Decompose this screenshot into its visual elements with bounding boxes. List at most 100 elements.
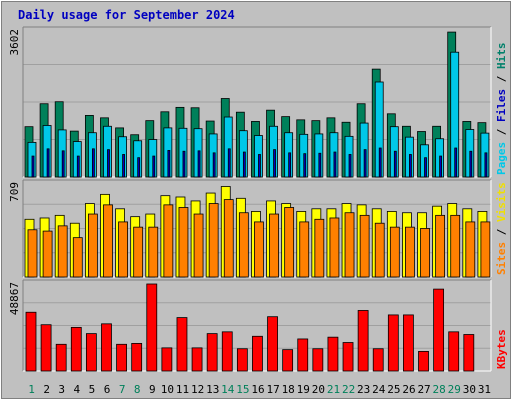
- bar-kbytes-day-17: [267, 316, 278, 372]
- bar-pages-day-22: [348, 154, 352, 178]
- bar-kbytes-day-18: [282, 349, 294, 372]
- y-max-label: 48867: [8, 282, 21, 315]
- legend-segment: Hits: [495, 43, 508, 70]
- x-tick-label: 8: [134, 383, 141, 396]
- panel-hits-files-pages: 3602 Pages / Files / Hits: [8, 26, 508, 178]
- series-pages: [31, 147, 488, 178]
- bar-kbytes-day-19: [297, 338, 309, 372]
- bar-pages-day-8: [137, 157, 141, 178]
- bar-kbytes-day-3: [55, 343, 67, 372]
- bar-sites-day-30: [465, 221, 476, 278]
- x-tick-label: 29: [448, 383, 461, 396]
- bar-kbytes-day-29: [448, 331, 460, 372]
- legend-segment: KBytes: [495, 329, 508, 369]
- bar-kbytes-day-6: [101, 323, 112, 372]
- bar-kbytes-day-16: [252, 335, 263, 372]
- panel-kbytes: 48867 KBytes: [8, 279, 508, 372]
- bar-sites-day-18: [284, 207, 295, 278]
- y-max-label: 3602: [8, 29, 21, 56]
- bar-pages-day-24: [378, 147, 382, 178]
- x-tick-label: 21: [327, 383, 340, 396]
- bar-kbytes-day-22: [342, 342, 354, 372]
- x-tick-label: 20: [312, 383, 325, 396]
- x-tick-label: 22: [342, 383, 355, 396]
- bar-kbytes-day-12: [191, 347, 203, 372]
- x-tick-label: 9: [149, 383, 156, 396]
- legend-segment: /: [495, 122, 508, 142]
- x-tick-label: 16: [251, 383, 264, 396]
- x-tick-label: 27: [417, 383, 430, 396]
- bar-pages-day-16: [258, 154, 261, 178]
- bar-sites-day-9: [148, 226, 159, 278]
- x-tick-label: 18: [282, 383, 295, 396]
- bar-sites-day-23: [359, 214, 370, 278]
- x-tick-label: 30: [463, 383, 476, 396]
- bar-kbytes-day-10: [161, 347, 173, 372]
- bar-pages-day-28: [439, 155, 443, 178]
- bar-pages-day-27: [424, 157, 427, 178]
- chart-panels: 3602 Pages / Files / Hits 709 Sites / Visit…: [8, 26, 508, 372]
- bar-pages-day-20: [318, 152, 322, 178]
- x-tick-label: 7: [119, 383, 126, 396]
- panel-visits-sites: 709 Sites / Visits: [8, 179, 508, 278]
- bar-kbytes-day-23: [357, 310, 369, 372]
- x-tick-label: 1: [28, 383, 35, 396]
- x-tick-label: 15: [236, 383, 249, 396]
- bar-sites-day-16: [254, 221, 264, 278]
- bar-pages-day-30: [469, 150, 473, 178]
- series-legend-label: Sites / Visits: [495, 182, 508, 275]
- bar-sites-day-19: [299, 221, 310, 278]
- x-tick-label: 14: [221, 383, 235, 396]
- x-tick-label: 3: [58, 383, 65, 396]
- bar-sites-day-7: [118, 221, 128, 278]
- bar-pages-day-17: [273, 149, 276, 178]
- bar-sites-day-4: [72, 237, 83, 278]
- bar-pages-day-2: [46, 148, 50, 178]
- bar-pages-day-6: [107, 149, 110, 178]
- bar-kbytes-day-21: [327, 336, 339, 372]
- x-tick-label: 11: [176, 383, 189, 396]
- bar-pages-day-12: [197, 150, 201, 178]
- x-tick-label: 31: [478, 383, 491, 396]
- legend-segment: Visits: [495, 182, 508, 222]
- bar-kbytes-day-27: [418, 351, 429, 372]
- bar-kbytes-day-28: [433, 288, 445, 372]
- bar-pages-day-23: [363, 149, 367, 178]
- x-tick-label: 2: [43, 383, 50, 396]
- bar-sites-day-31: [480, 221, 491, 278]
- bar-sites-day-17: [269, 213, 279, 278]
- bar-sites-day-21: [329, 217, 340, 278]
- bar-sites-day-14: [223, 199, 234, 278]
- bar-kbytes-day-14: [221, 331, 233, 372]
- bar-pages-day-21: [333, 151, 337, 178]
- x-tick-label: 10: [161, 383, 174, 396]
- bar-pages-day-29: [454, 147, 458, 178]
- bar-pages-day-7: [122, 154, 125, 178]
- bar-kbytes-day-1: [25, 311, 37, 372]
- bar-pages-day-26: [409, 154, 412, 178]
- bar-kbytes-day-30: [463, 334, 475, 372]
- series-legend-label: KBytes: [495, 329, 508, 369]
- bar-pages-day-13: [212, 152, 216, 178]
- bar-sites-day-3: [57, 225, 68, 278]
- bar-kbytes-day-9: [146, 283, 158, 372]
- bar-sites-day-13: [208, 203, 219, 278]
- x-axis-labels: 1 2 3 4 5 6 7 8 9 10 11 12 13 14 15 16 17 18 19 20 21 22 23 24 2…: [28, 383, 491, 396]
- bar-sites-day-1: [27, 229, 38, 278]
- legend-segment: Pages: [495, 142, 508, 175]
- y-max-label: 709: [8, 182, 21, 202]
- x-tick-label: 4: [74, 383, 81, 396]
- chart-title: Daily usage for September 2024: [18, 8, 235, 22]
- bar-sites-day-20: [314, 218, 325, 278]
- series-legend-label: Pages / Files / Hits: [495, 43, 508, 176]
- x-tick-label: 12: [191, 383, 204, 396]
- bar-kbytes-day-2: [40, 324, 52, 372]
- x-tick-label: 5: [89, 383, 96, 396]
- x-tick-label: 26: [402, 383, 415, 396]
- bar-pages-day-15: [242, 151, 246, 178]
- bar-pages-day-18: [288, 152, 292, 178]
- bar-pages-day-14: [227, 148, 231, 178]
- bar-kbytes-day-25: [387, 314, 399, 372]
